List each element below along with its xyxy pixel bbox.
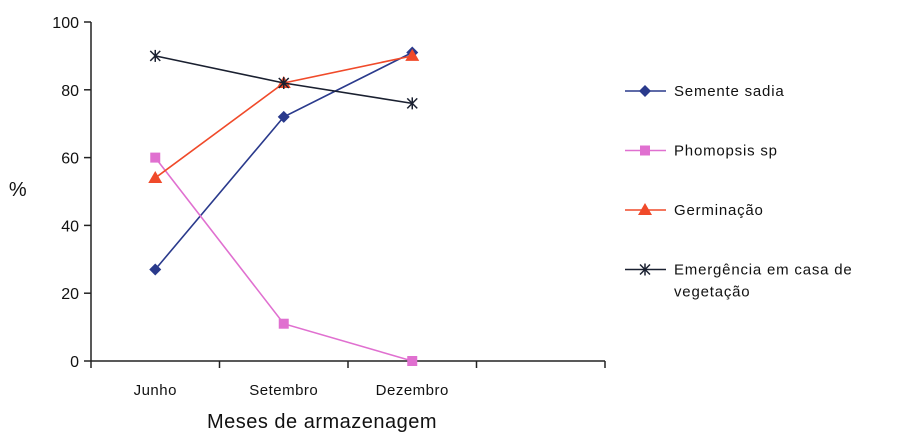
- chart-axes: 0 20 40 60 80 100 Junho Setembro Dezembro: [52, 15, 606, 399]
- data-point: [150, 152, 161, 163]
- legend-label: Germinação: [674, 202, 764, 219]
- x-axis-title: Meses de armazenagem: [207, 411, 437, 433]
- legend-label-line: Germinação: [674, 202, 764, 219]
- legend-label-line: Semente sadia: [674, 83, 784, 100]
- legend-label-line: Phomopsis sp: [674, 143, 778, 160]
- data-point: [278, 77, 290, 90]
- data-point: [278, 318, 289, 329]
- legend-label-line: Emergência em casa de: [674, 262, 853, 279]
- data-point: [149, 263, 162, 276]
- y-tick-label: 0: [70, 354, 79, 371]
- legend-item-2: Phomopsis sp: [625, 143, 778, 160]
- legend-item-3: Germinação: [625, 202, 764, 219]
- legend-marker: [639, 85, 651, 97]
- y-tick-label: 40: [61, 218, 79, 235]
- x-tick-label: Junho: [134, 382, 177, 399]
- legend-marker: [639, 263, 651, 276]
- y-tick-label: 60: [61, 151, 79, 168]
- y-tick-label: 100: [52, 15, 79, 32]
- y-tick-label: 80: [61, 83, 79, 100]
- data-point: [407, 356, 418, 366]
- data-point: [406, 97, 418, 110]
- legend-marker: [640, 145, 650, 156]
- legend-label: Emergência em casa de vegetação: [674, 262, 853, 301]
- series-2: [150, 152, 418, 366]
- legend-item-1: Semente sadia: [625, 83, 784, 100]
- data-point: [405, 48, 420, 61]
- data-point: [149, 49, 161, 62]
- y-tick-label: 20: [61, 286, 79, 303]
- chart-series: [148, 46, 420, 366]
- y-axis-title: %: [9, 179, 27, 201]
- legend-label: Semente sadia: [674, 83, 784, 100]
- series-line: [154, 157, 413, 362]
- data-point: [277, 110, 290, 123]
- legend-label: Phomopsis sp: [674, 143, 778, 160]
- series-4: [149, 49, 418, 110]
- x-tick-label: Dezembro: [376, 382, 449, 399]
- data-point: [148, 170, 163, 183]
- legend-label-line: vegetação: [674, 284, 750, 301]
- chart-legend: Semente sadia Phomopsis sp Germinação Emerg…: [625, 83, 853, 301]
- legend-marker: [638, 203, 652, 215]
- x-tick-label: Setembro: [249, 382, 318, 399]
- legend-item-4: Emergência em casa de vegetação: [625, 262, 853, 301]
